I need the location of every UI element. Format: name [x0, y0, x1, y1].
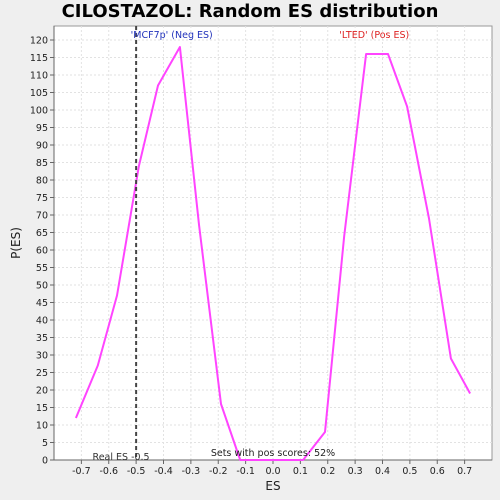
- y-tick-label: 80: [36, 176, 48, 187]
- x-tick-label: 0.7: [457, 466, 472, 477]
- series-layer: [74, 46, 471, 461]
- x-tick-label: 0.4: [375, 466, 390, 477]
- x-tick-label: -0.3: [182, 466, 201, 477]
- y-tick-label: 95: [36, 123, 48, 134]
- y-tick-label: 45: [36, 298, 48, 309]
- x-tick-label: -0.5: [127, 466, 146, 477]
- es-distribution-line: [74, 46, 471, 461]
- y-tick-label: 10: [36, 421, 48, 432]
- y-tick-label: 65: [36, 228, 48, 239]
- y-tick-label: 35: [36, 333, 48, 344]
- y-tick-label: 20: [36, 386, 48, 397]
- x-tick-label: -0.7: [72, 466, 91, 477]
- y-tick-label: 15: [36, 403, 48, 414]
- y-tick-label: 0: [42, 456, 48, 467]
- x-tick-label: 0.2: [320, 466, 335, 477]
- y-tick-label: 75: [36, 193, 48, 204]
- x-tick-label: -0.2: [209, 466, 228, 477]
- y-tick-label: 70: [36, 211, 48, 222]
- y-tick-label: 60: [36, 246, 48, 257]
- x-tick-label: 0.6: [430, 466, 445, 477]
- x-tick-label: 0.3: [348, 466, 363, 477]
- grid-layer: [54, 26, 492, 461]
- y-tick-label: 50: [36, 281, 48, 292]
- real-es-label: Real ES -0.5: [93, 452, 150, 463]
- y-axis-title: P(ES): [9, 227, 23, 259]
- pos-scores-annotation: Sets with pos scores: 52%: [211, 448, 335, 459]
- pos-es-annotation: 'LTED' (Pos ES): [339, 30, 409, 41]
- y-tick-label: 105: [30, 88, 48, 99]
- y-tick-label: 30: [36, 351, 48, 362]
- anno-layer: 'MCF7p' (Neg ES) 'LTED' (Pos ES) Sets wi…: [93, 30, 410, 463]
- axes-layer: 0 5 10 15 20 25 30 35 40 45 50 55 60 65 70 75 80 85 90 95 10…: [30, 26, 492, 477]
- y-tick-label: 120: [30, 36, 48, 47]
- y-tick-label: 115: [30, 53, 48, 64]
- y-tick-label: 55: [36, 263, 48, 274]
- x-tick-label: 0.1: [293, 466, 308, 477]
- x-tick-label: 0.0: [265, 466, 280, 477]
- x-tick-label: -0.1: [236, 466, 255, 477]
- y-tick-label: 40: [36, 316, 48, 327]
- neg-es-annotation: 'MCF7p' (Neg ES): [131, 30, 213, 41]
- y-tick-label: 25: [36, 368, 48, 379]
- y-tick-label: 110: [30, 71, 48, 82]
- y-tick-label: 5: [42, 438, 48, 449]
- y-tick-label: 90: [36, 141, 48, 152]
- chart-title: CILOSTAZOL: Random ES distribution: [61, 1, 439, 22]
- y-tick-label: 85: [36, 158, 48, 169]
- y-tick-label: 100: [30, 106, 48, 117]
- x-tick-label: -0.6: [99, 466, 118, 477]
- x-axis-title: ES: [265, 479, 280, 493]
- x-tick-label: 0.5: [402, 466, 417, 477]
- x-tick-label: -0.4: [154, 466, 173, 477]
